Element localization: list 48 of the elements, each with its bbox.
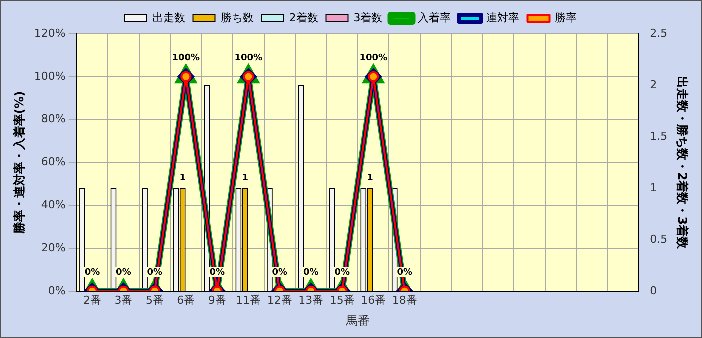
data-label: 0% (210, 268, 226, 278)
x-tick-label: 18番 (392, 294, 418, 307)
data-label: 0% (334, 268, 350, 278)
y-tick-label: 0% (48, 284, 66, 298)
y-tick-label: 80% (41, 112, 66, 126)
y-axis-title: 勝率・連対率・入着率(%) (12, 91, 26, 236)
legend-label: 連対率 (486, 11, 520, 24)
legend-label: 2着数 (289, 11, 318, 24)
x-tick-label: 13番 (298, 294, 324, 307)
x-tick-label: 16番 (361, 294, 386, 307)
data-label: 0% (116, 268, 132, 278)
data-label: 0% (147, 268, 163, 278)
y-tick-label: 20% (41, 241, 66, 254)
data-label: 0% (303, 268, 319, 278)
y-tick-label: 40% (41, 198, 66, 212)
x-tick-label: 6番 (177, 294, 196, 307)
x-tick-label: 11番 (236, 294, 262, 307)
x-tick-label: 9番 (208, 294, 226, 307)
y-tick-label: 100% (34, 70, 66, 83)
data-label: 1 (180, 173, 186, 184)
y2-tick-label: 1 (650, 181, 658, 194)
data-label: 1 (367, 173, 374, 184)
y2-tick-label: 1.5 (650, 130, 668, 143)
legend-label: 入着率 (418, 11, 452, 24)
legend-label: 勝率 (555, 11, 578, 24)
x-axis-title: 馬番 (344, 314, 370, 328)
data-label: 1 (242, 173, 248, 184)
x-tick-label: 12番 (267, 294, 292, 307)
data-label: 100% (360, 54, 388, 64)
legend-label: 3着数 (354, 11, 383, 24)
data-label: 100% (234, 54, 263, 64)
data-label: 0% (84, 268, 100, 278)
x-tick-label: 15番 (330, 294, 355, 307)
legend-label: 勝ち数 (220, 11, 254, 24)
data-label: 0% (397, 268, 412, 278)
y2-tick-label: 0.5 (650, 232, 668, 246)
y2-tick-label: 2 (650, 78, 658, 92)
data-label: 100% (172, 54, 200, 64)
x-tick-label: 2番 (83, 294, 102, 307)
y2-axis-title: 出走数・勝ち数・2着数・3着数 (676, 76, 690, 250)
y2-tick-label: 2.5 (650, 26, 668, 40)
y-tick-label: 120% (34, 26, 66, 40)
y-tick-label: 60% (41, 156, 66, 169)
x-tick-label: 3番 (114, 294, 133, 307)
data-label: 0% (272, 268, 288, 278)
x-tick-label: 5番 (146, 294, 164, 307)
y2-tick-label: 0 (650, 284, 658, 298)
legend-label: 出走数 (152, 11, 186, 24)
